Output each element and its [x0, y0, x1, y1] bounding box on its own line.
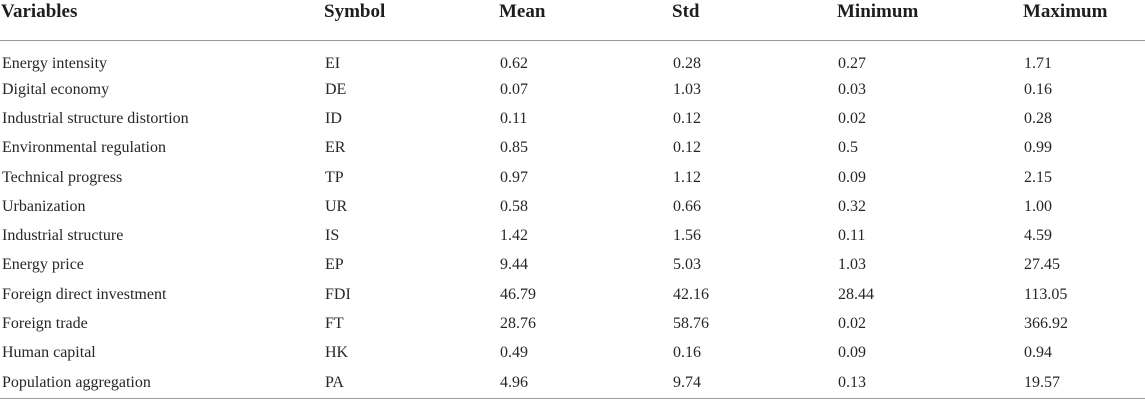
cell-minimum: 0.02 — [838, 315, 866, 333]
header-maximum: Maximum — [1022, 0, 1145, 41]
table-row: Population aggregation PA 4.96 9.74 0.13… — [0, 367, 1145, 399]
cell-mean: 9.44 — [500, 256, 528, 274]
cell-variable: Energy price — [2, 256, 84, 274]
cell-std: 5.03 — [673, 256, 701, 274]
cell-symbol: FDI — [325, 285, 351, 303]
cell-minimum: 0.09 — [838, 344, 866, 362]
cell-variable: Foreign direct investment — [2, 285, 167, 303]
cell-std: 1.03 — [673, 80, 701, 98]
table-body: Energy intensity EI 0.62 0.28 0.27 1.71 … — [0, 41, 1145, 399]
header-row: Variables Symbol Mean Std Minimum Maximu… — [0, 0, 1145, 41]
cell-minimum: 0.03 — [838, 80, 866, 98]
cell-minimum: 0.32 — [838, 197, 866, 215]
table-row: Technical progress TP 0.97 1.12 0.09 2.1… — [0, 163, 1145, 192]
cell-variable: Human capital — [2, 344, 96, 362]
cell-maximum: 366.92 — [1024, 315, 1068, 333]
cell-variable: Industrial structure distortion — [2, 109, 189, 127]
cell-variable: Energy intensity — [2, 55, 108, 72]
table-row: Industrial structure IS 1.42 1.56 0.11 4… — [0, 221, 1145, 250]
cell-variable: Environmental regulation — [2, 139, 166, 157]
cell-maximum: 1.71 — [1024, 55, 1052, 72]
cell-minimum: 0.11 — [838, 227, 866, 245]
cell-std: 0.66 — [673, 197, 701, 215]
header-symbol: Symbol — [323, 0, 498, 41]
cell-minimum: 0.02 — [838, 109, 866, 127]
cell-maximum: 27.45 — [1024, 256, 1060, 274]
table-row: Environmental regulation ER 0.85 0.12 0.… — [0, 134, 1145, 163]
cell-minimum: 0.09 — [838, 168, 866, 186]
cell-std: 9.74 — [671, 367, 836, 399]
table-row: Urbanization UR 0.58 0.66 0.32 1.00 — [0, 192, 1145, 221]
table-row: Human capital HK 0.49 0.16 0.09 0.94 — [0, 339, 1145, 368]
cell-minimum: 0.27 — [838, 55, 866, 72]
table-row: Industrial structure distortion ID 0.11 … — [0, 104, 1145, 133]
cell-symbol: PA — [323, 367, 498, 399]
cell-mean: 28.76 — [500, 315, 536, 333]
cell-variable: Population aggregation — [0, 367, 323, 399]
cell-mean: 0.58 — [500, 197, 528, 215]
cell-variable: Technical progress — [2, 168, 123, 186]
table-row: Energy price EP 9.44 5.03 1.03 27.45 — [0, 251, 1145, 280]
cell-minimum: 1.03 — [838, 256, 866, 274]
cell-std: 42.16 — [673, 285, 709, 303]
cell-mean: 0.11 — [500, 109, 528, 127]
cell-maximum: 1.00 — [1024, 197, 1052, 215]
cell-maximum: 113.05 — [1024, 285, 1068, 303]
cell-std: 1.12 — [673, 168, 701, 186]
cell-symbol: TP — [325, 168, 344, 186]
cell-symbol: DE — [325, 80, 347, 98]
cell-maximum: 0.94 — [1024, 344, 1052, 362]
header-variables: Variables — [0, 0, 323, 41]
header-mean: Mean — [498, 0, 671, 41]
cell-symbol: ER — [325, 139, 346, 157]
cell-maximum: 4.59 — [1024, 227, 1052, 245]
cell-maximum: 0.99 — [1024, 139, 1052, 157]
cell-maximum: 0.28 — [1024, 109, 1052, 127]
cell-std: 0.12 — [673, 109, 701, 127]
cell-std: 58.76 — [673, 315, 709, 333]
cell-mean: 0.85 — [500, 139, 528, 157]
cell-minimum: 0.13 — [836, 367, 1022, 399]
cell-symbol: FT — [325, 315, 344, 333]
cell-symbol: HK — [325, 344, 349, 362]
cell-mean: 1.42 — [500, 227, 528, 245]
cell-symbol: EI — [325, 55, 341, 72]
cell-symbol: EP — [325, 256, 344, 274]
cell-symbol: IS — [325, 227, 340, 245]
table-row: Foreign trade FT 28.76 58.76 0.02 366.92 — [0, 309, 1145, 338]
table-row: Foreign direct investment FDI 46.79 42.1… — [0, 280, 1145, 309]
header-std: Std — [671, 0, 836, 41]
cell-std: 0.28 — [673, 55, 701, 72]
table-header: Variables Symbol Mean Std Minimum Maximu… — [0, 0, 1145, 41]
descriptive-statistics-table: Variables Symbol Mean Std Minimum Maximu… — [0, 0, 1145, 399]
cell-mean: 0.97 — [500, 168, 528, 186]
cell-symbol: UR — [325, 197, 348, 215]
table-row: Digital economy DE 0.07 1.03 0.03 0.16 — [0, 75, 1145, 104]
cell-mean: 0.62 — [500, 55, 528, 72]
cell-symbol: ID — [325, 109, 342, 127]
cell-mean: 4.96 — [498, 367, 671, 399]
cell-std: 0.12 — [673, 139, 701, 157]
table-row: Energy intensity EI 0.62 0.28 0.27 1.71 — [0, 41, 1145, 76]
cell-variable: Urbanization — [2, 197, 86, 215]
header-minimum: Minimum — [836, 0, 1022, 41]
cell-minimum: 28.44 — [838, 285, 874, 303]
cell-minimum: 0.5 — [838, 139, 858, 157]
cell-std: 0.16 — [673, 344, 701, 362]
cell-maximum: 0.16 — [1024, 80, 1052, 98]
cell-maximum: 2.15 — [1024, 168, 1052, 186]
cell-variable: Digital economy — [2, 80, 110, 98]
cell-mean: 0.49 — [500, 344, 528, 362]
cell-mean: 46.79 — [500, 285, 536, 303]
cell-std: 1.56 — [673, 227, 701, 245]
cell-maximum: 19.57 — [1022, 367, 1145, 399]
cell-mean: 0.07 — [500, 80, 528, 98]
cell-variable: Industrial structure — [2, 227, 124, 245]
cell-variable: Foreign trade — [2, 315, 88, 333]
